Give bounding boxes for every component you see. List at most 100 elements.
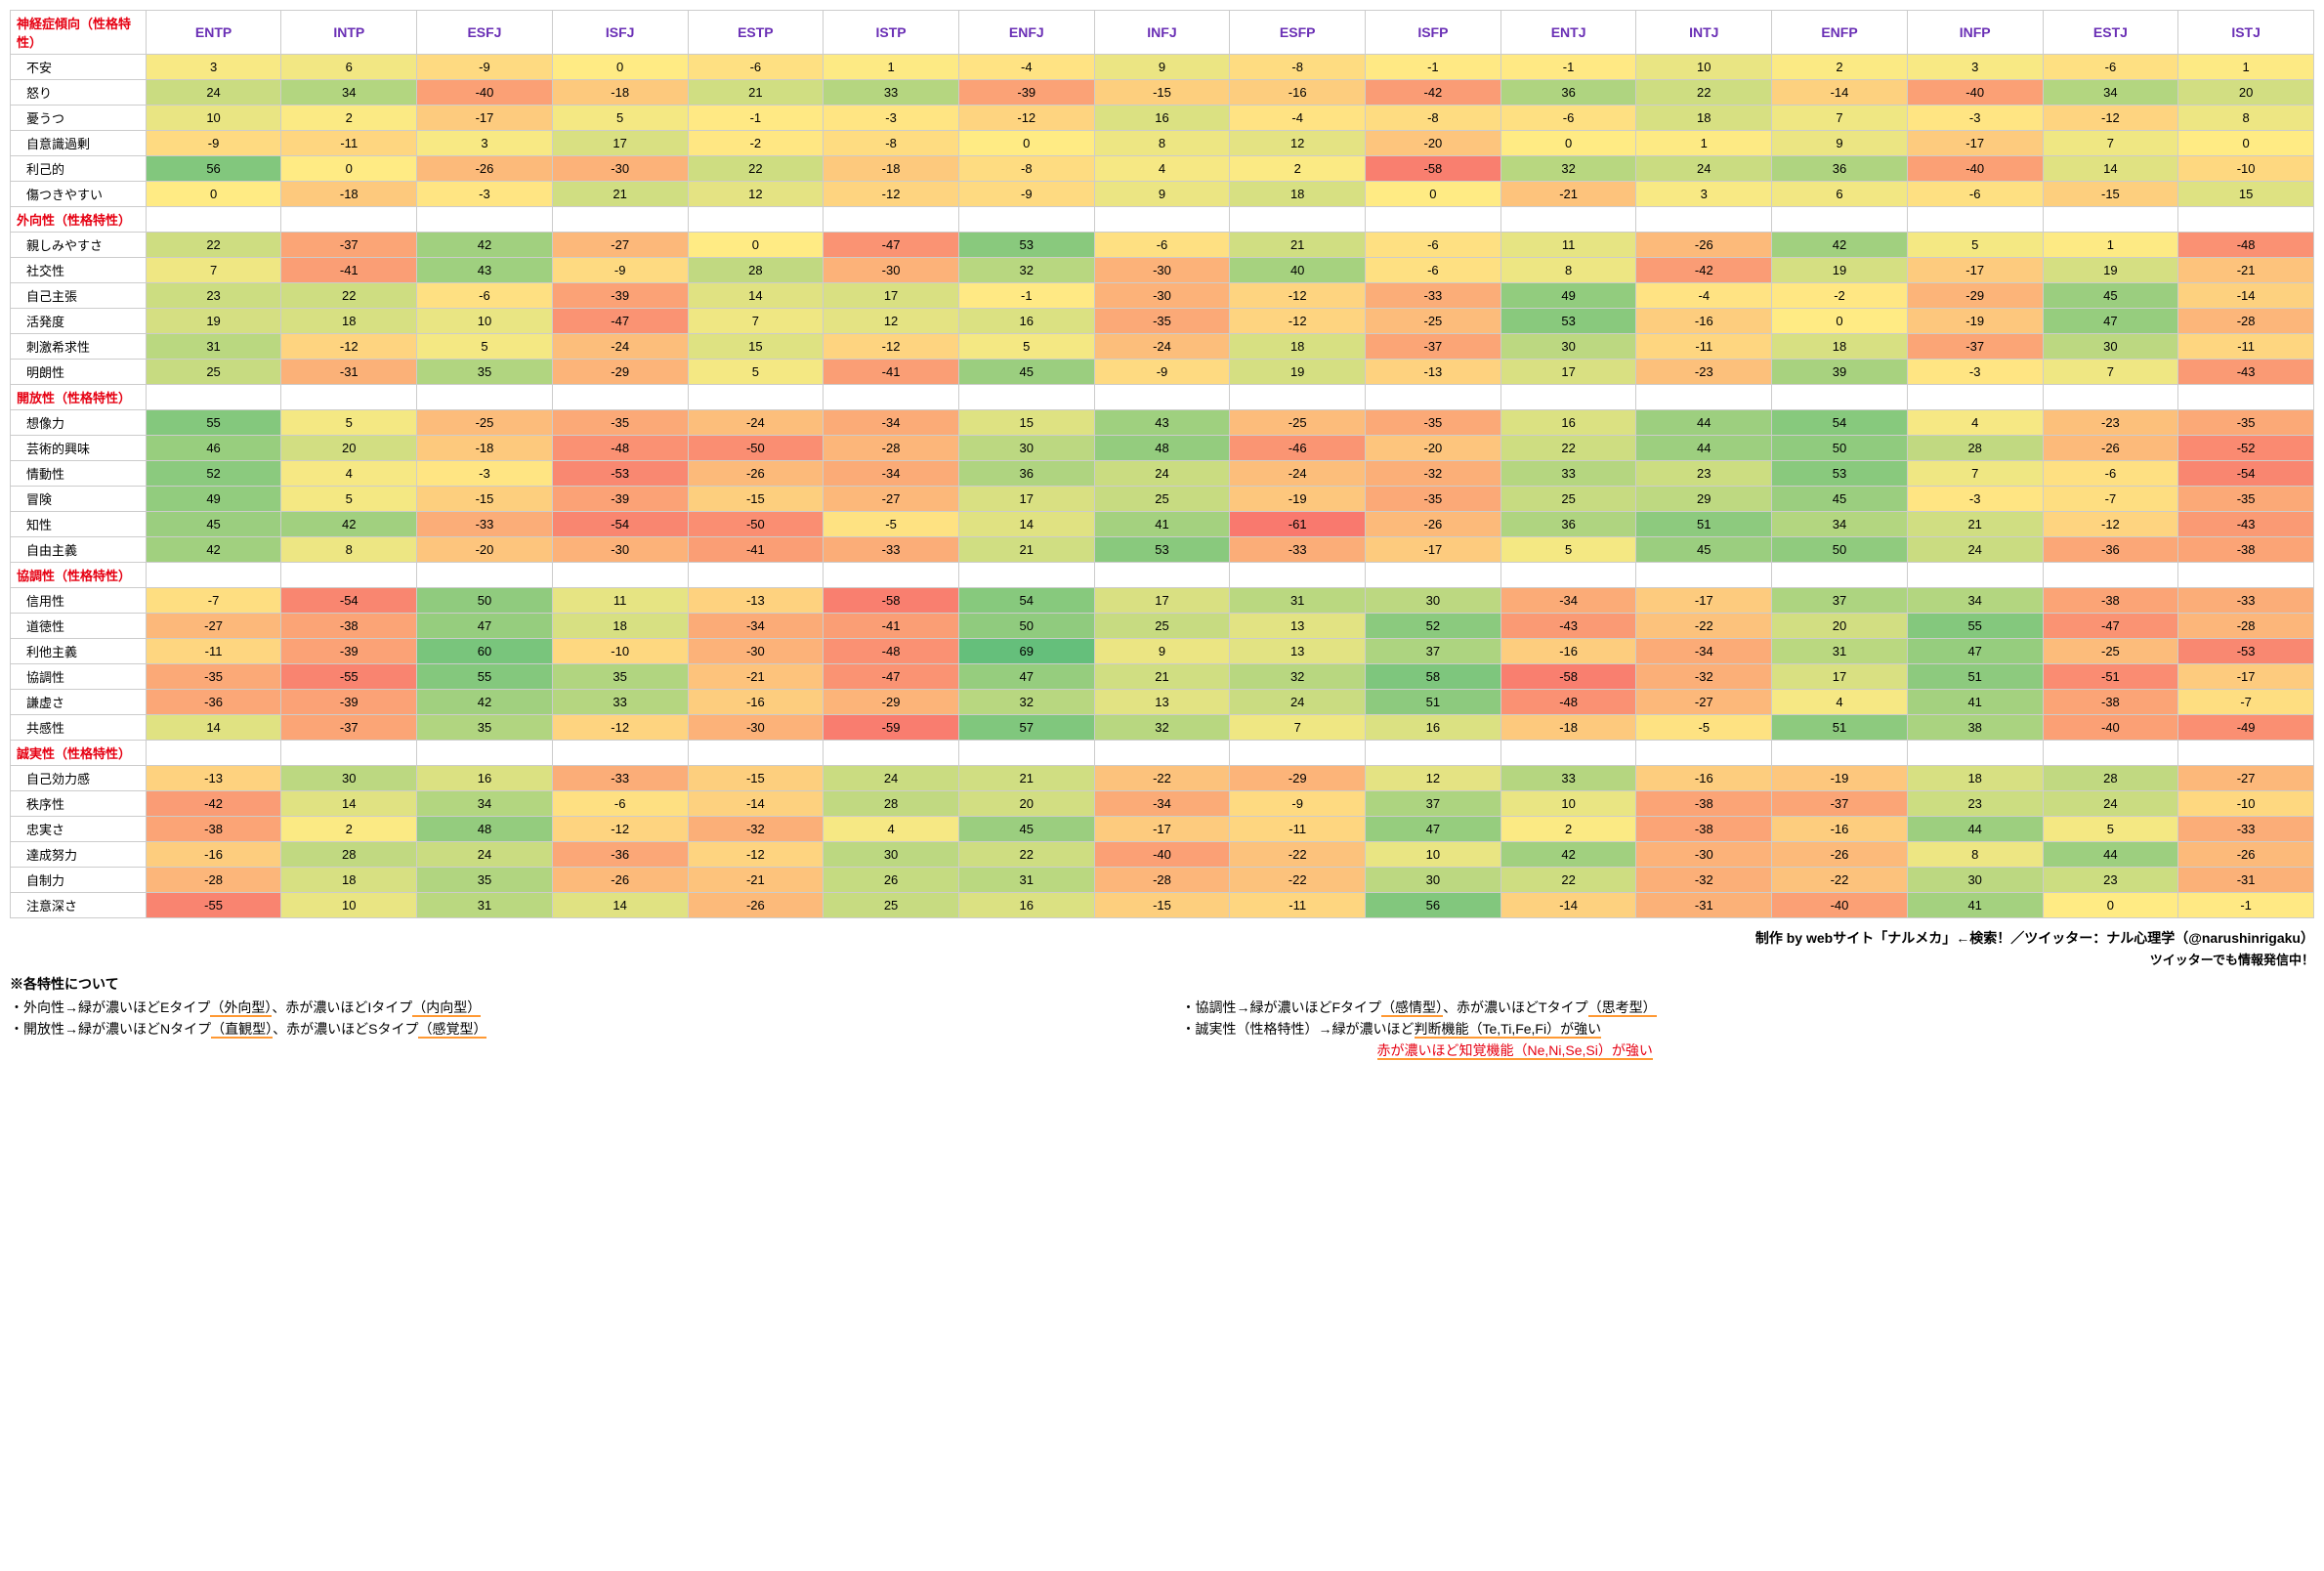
heatmap-cell: -33 [1230,537,1366,563]
heatmap-cell: -12 [1230,283,1366,309]
heatmap-cell: -4 [958,55,1094,80]
heatmap-cell: -41 [824,614,959,639]
blank-cell [2178,385,2314,410]
heatmap-cell: 41 [1907,893,2043,918]
heatmap-cell: -13 [688,588,824,614]
heatmap-cell: -11 [1636,334,1772,360]
row-label: 情動性 [11,461,147,487]
heatmap-cell: -42 [1366,80,1501,106]
heatmap-cell: -26 [2178,842,2314,868]
section-header: 協調性（性格特性） [11,563,147,588]
heatmap-cell: -10 [2178,791,2314,817]
heatmap-cell: -38 [2043,690,2178,715]
heatmap-cell: -19 [1230,487,1366,512]
heatmap-cell: -54 [281,588,417,614]
row-label: 冒険 [11,487,147,512]
heatmap-cell: 37 [1366,639,1501,664]
blank-cell [958,563,1094,588]
heatmap-cell: 22 [281,283,417,309]
heatmap-cell: 51 [1366,690,1501,715]
heatmap-cell: -58 [1366,156,1501,182]
heatmap-cell: 53 [1500,309,1636,334]
legend-conscientiousness-2: 赤が濃いほど知覚機能（Ne,Ni,Se,Si）が強い [1182,1040,2315,1060]
heatmap-cell: 28 [824,791,959,817]
heatmap-cell: 22 [688,156,824,182]
heatmap-cell: 33 [552,690,688,715]
heatmap-cell: -36 [146,690,281,715]
heatmap-cell: -14 [1500,893,1636,918]
heatmap-cell: -3 [417,461,553,487]
heatmap-cell: -30 [824,258,959,283]
heatmap-cell: -43 [2178,512,2314,537]
heatmap-cell: 49 [146,487,281,512]
heatmap-cell: -12 [281,334,417,360]
blank-cell [824,741,959,766]
blank-cell [1500,207,1636,233]
heatmap-cell: 0 [688,233,824,258]
heatmap-cell: 7 [1907,461,2043,487]
heatmap-cell: 9 [1094,182,1230,207]
heatmap-cell: -7 [146,588,281,614]
blank-cell [1772,385,1908,410]
heatmap-cell: -12 [688,842,824,868]
heatmap-cell: -4 [1230,106,1366,131]
heatmap-cell: 3 [1636,182,1772,207]
heatmap-cell: -47 [824,233,959,258]
blank-cell [1772,563,1908,588]
heatmap-cell: 17 [1500,360,1636,385]
heatmap-cell: -9 [146,131,281,156]
heatmap-cell: 50 [1772,436,1908,461]
heatmap-cell: 13 [1094,690,1230,715]
row-label: 道徳性 [11,614,147,639]
heatmap-cell: 4 [1907,410,2043,436]
heatmap-cell: 2 [1230,156,1366,182]
heatmap-cell: -24 [552,334,688,360]
legend-col-right: ・協調性→緑が濃いほどFタイプ（感情型）、赤が濃いほどTタイプ（思考型） ・誠実… [1182,998,2315,1062]
blank-cell [688,563,824,588]
heatmap-cell: -37 [281,715,417,741]
heatmap-cell: -33 [824,537,959,563]
heatmap-cell: 18 [281,309,417,334]
heatmap-cell: 7 [1772,106,1908,131]
heatmap-cell: 43 [1094,410,1230,436]
blank-cell [552,563,688,588]
heatmap-cell: 31 [146,334,281,360]
heatmap-cell: -38 [281,614,417,639]
heatmap-cell: 51 [1636,512,1772,537]
row-label: 達成努力 [11,842,147,868]
heatmap-cell: 45 [1772,487,1908,512]
heatmap-cell: 52 [1366,614,1501,639]
heatmap-cell: -15 [1094,893,1230,918]
heatmap-cell: 47 [2043,309,2178,334]
heatmap-cell: 31 [958,868,1094,893]
heatmap-cell: 22 [1500,436,1636,461]
heatmap-cell: 50 [417,588,553,614]
heatmap-cell: -58 [1500,664,1636,690]
heatmap-cell: 23 [1907,791,2043,817]
heatmap-cell: 34 [2043,80,2178,106]
heatmap-cell: 41 [1094,512,1230,537]
heatmap-cell: 36 [958,461,1094,487]
heatmap-cell: 8 [1094,131,1230,156]
heatmap-cell: 42 [417,233,553,258]
heatmap-cell: -3 [417,182,553,207]
heatmap-cell: 19 [2043,258,2178,283]
heatmap-cell: 33 [1500,766,1636,791]
heatmap-cell: 5 [417,334,553,360]
heatmap-cell: -8 [958,156,1094,182]
heatmap-cell: 7 [146,258,281,283]
heatmap-cell: 18 [1772,334,1908,360]
heatmap-cell: -48 [552,436,688,461]
heatmap-cell: -28 [2178,614,2314,639]
heatmap-cell: -40 [417,80,553,106]
heatmap-cell: -30 [688,715,824,741]
heatmap-cell: 0 [146,182,281,207]
heatmap-cell: -13 [146,766,281,791]
heatmap-cell: -28 [2178,309,2314,334]
heatmap-cell: 10 [1500,791,1636,817]
heatmap-cell: 36 [1772,156,1908,182]
column-header: ISTJ [2178,11,2314,55]
heatmap-cell: -8 [1366,106,1501,131]
blank-cell [2178,207,2314,233]
heatmap-cell: -48 [2178,233,2314,258]
